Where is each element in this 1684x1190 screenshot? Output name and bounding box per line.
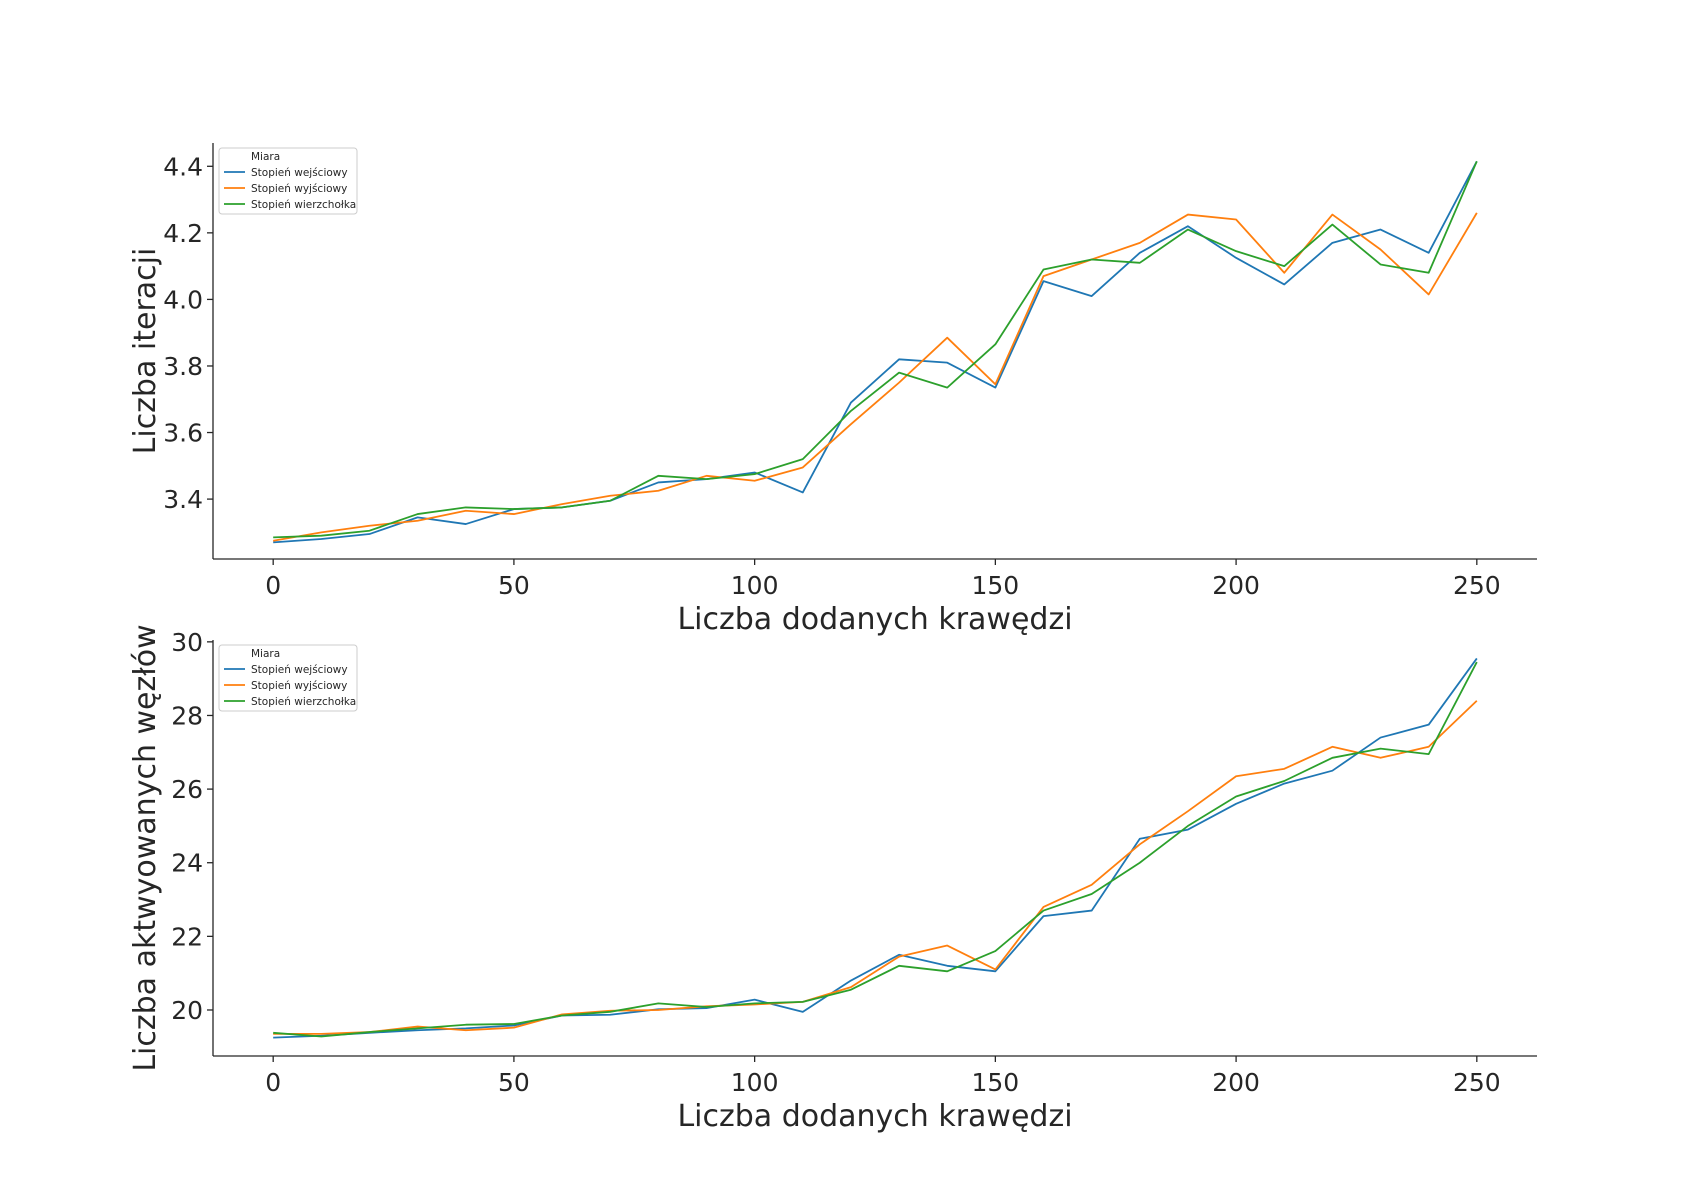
legend-entry-2: Stopień wierzchołka (251, 199, 356, 211)
legend-title: Miara (251, 151, 280, 163)
x-tick-label: 0 (265, 571, 281, 600)
x-tick-label: 0 (265, 1068, 281, 1097)
x-tick-label: 100 (731, 571, 779, 600)
x-tick-label: 200 (1212, 571, 1260, 600)
y-tick-label: 24 (171, 849, 203, 878)
legend-entry-1: Stopień wyjściowy (251, 183, 347, 195)
x-axis-label: Liczba dodanych krawędzi (677, 1099, 1072, 1134)
y-tick-label: 30 (171, 628, 203, 657)
legend-entry-1: Stopień wyjściowy (251, 680, 347, 692)
y-tick-label: 4.2 (163, 219, 203, 248)
x-tick-label: 250 (1453, 571, 1501, 600)
subplot-iterations: 0 50 100 150 200 250 3.4 3.6 3.8 4.0 4.2 4.4 Liczba … (128, 143, 1537, 637)
series-line-1 (273, 212, 1478, 542)
legend-entry-2: Stopień wierzchołka (251, 696, 356, 708)
legend-title: Miara (251, 648, 280, 660)
x-tick-label: 100 (731, 1068, 779, 1097)
y-tick-label: 28 (171, 701, 203, 730)
y-tick-label: 3.6 (163, 419, 203, 448)
legend: Miara Stopień wejściowy Stopień wyjściowy S… (218, 147, 358, 215)
x-axis-label: Liczba dodanych krawędzi (677, 602, 1072, 637)
x-tick-label: 250 (1453, 1068, 1501, 1097)
legend: Miara Stopień wejściowy Stopień wyjściowy S… (218, 644, 358, 712)
legend-entry-0: Stopień wejściowy (251, 167, 348, 179)
series-line-0 (273, 160, 1478, 544)
series-line-0 (273, 657, 1478, 1039)
y-tick-label: 3.8 (163, 352, 203, 381)
x-tick-label: 200 (1212, 1068, 1260, 1097)
series-line-2 (273, 160, 1478, 539)
legend-entry-0: Stopień wejściowy (251, 664, 348, 676)
y-axis-label: Liczba aktwyowanych węzłów (128, 624, 163, 1071)
y-tick-label: 3.4 (163, 485, 203, 514)
legend-frame (218, 644, 358, 712)
series-line-2 (273, 661, 1478, 1038)
y-tick-label: 4.0 (163, 285, 203, 314)
legend-frame (218, 147, 358, 215)
x-tick-label: 150 (972, 1068, 1020, 1097)
subplot-activated-nodes: 0 50 100 150 200 250 20 22 24 26 28 30 Liczba dodany… (128, 624, 1537, 1134)
y-tick-label: 4.4 (163, 152, 203, 181)
x-tick-label: 150 (972, 571, 1020, 600)
y-axis-label: Liczba iteracji (128, 248, 163, 455)
series-line-1 (273, 700, 1478, 1035)
y-tick-label: 22 (171, 922, 203, 951)
y-tick-label: 20 (171, 996, 203, 1025)
x-tick-label: 50 (498, 571, 530, 600)
x-tick-label: 50 (498, 1068, 530, 1097)
y-tick-label: 26 (171, 775, 203, 804)
